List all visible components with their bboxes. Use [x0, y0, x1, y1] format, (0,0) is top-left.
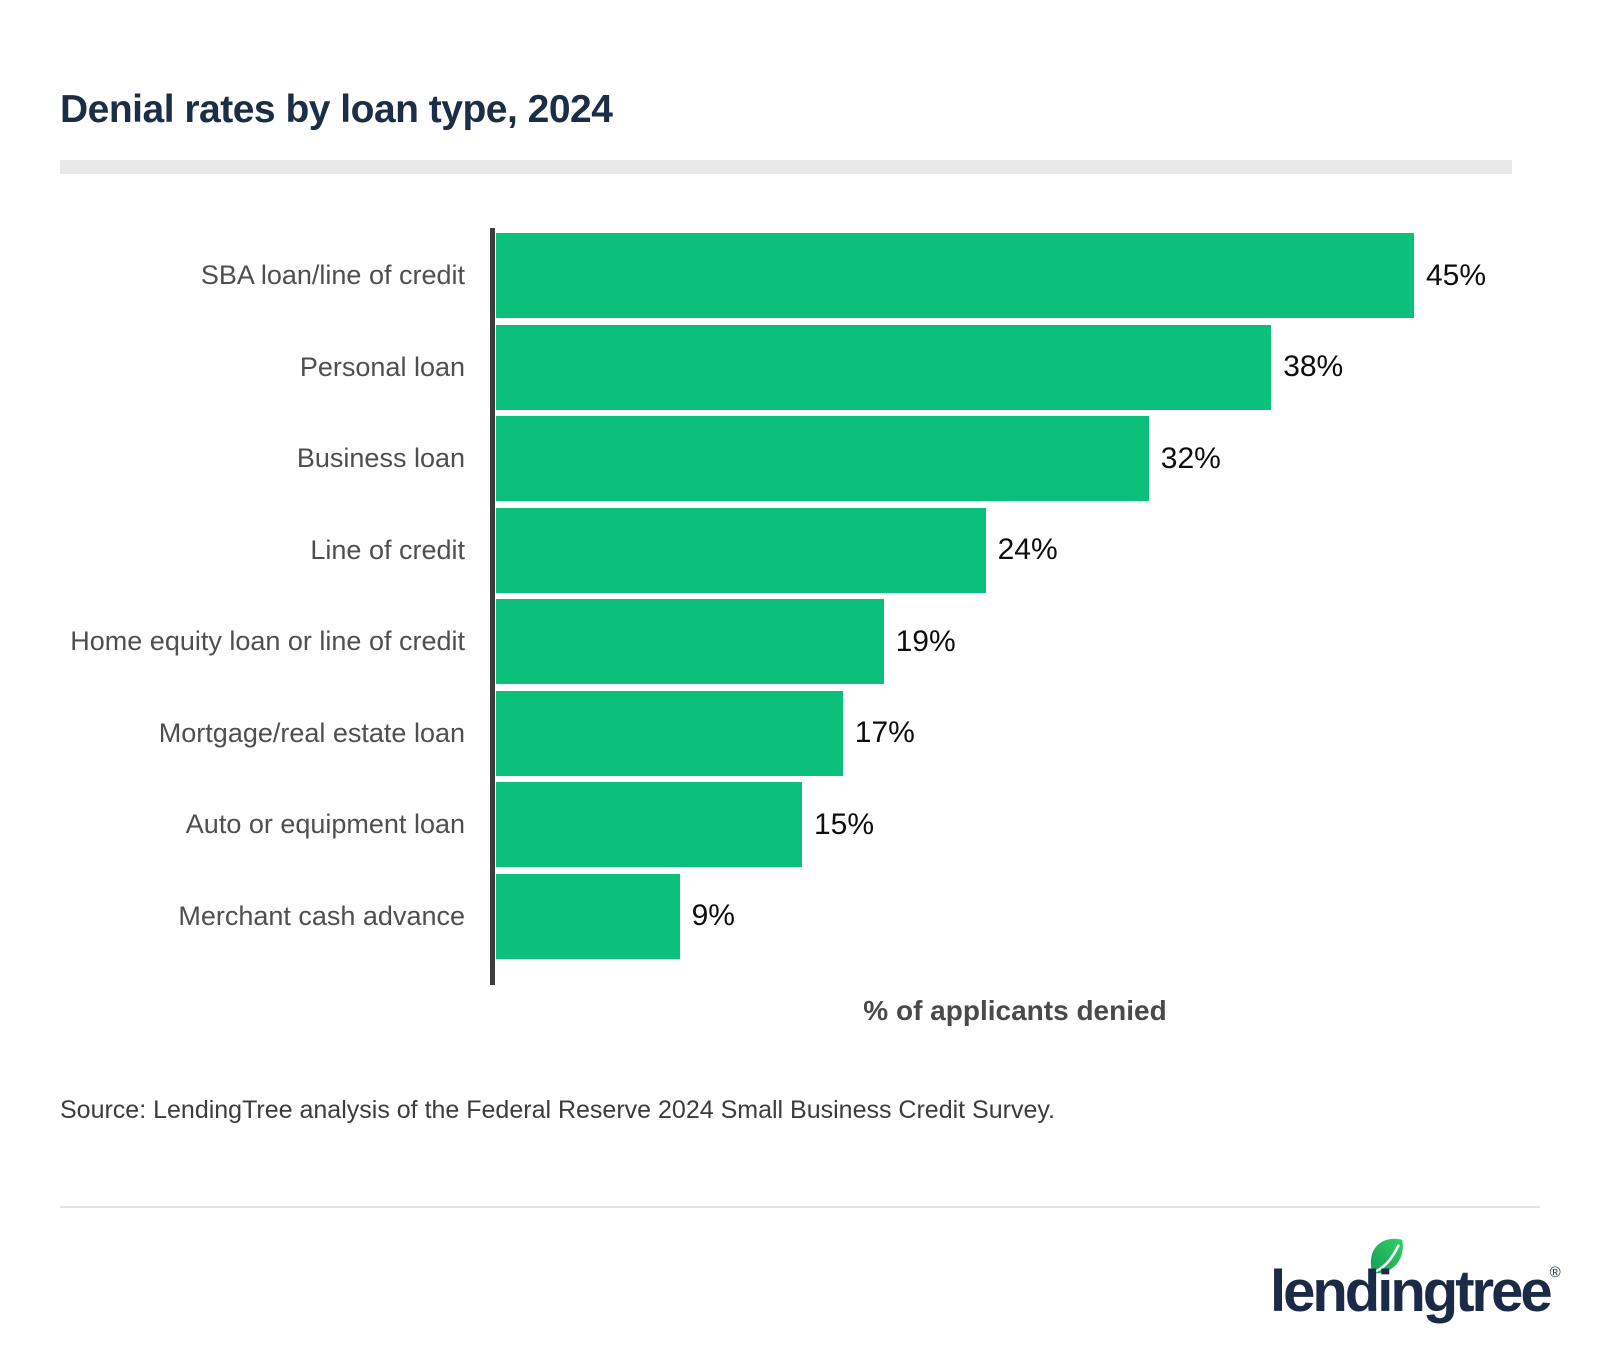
value-label: 17% — [854, 716, 915, 749]
source-note: Source: LendingTree analysis of the Fede… — [60, 1096, 1055, 1124]
value-label: 9% — [691, 899, 735, 932]
bar-track: 32% — [490, 416, 1600, 501]
y-axis-line — [490, 228, 495, 985]
bar-row: Mortgage/real estate loan 17% — [0, 690, 1600, 776]
bar — [496, 507, 986, 593]
category-label: Business loan — [296, 443, 465, 473]
bar — [496, 599, 884, 684]
footer-divider — [60, 1206, 1540, 1208]
bar — [496, 233, 1414, 318]
leaf-icon — [1370, 1238, 1403, 1274]
bar-row: Line of credit 24% — [0, 507, 1600, 593]
bar-track: 17% — [490, 690, 1600, 776]
logo-wordmark: lendingtree® — [1270, 1258, 1561, 1325]
bar-row: Home equity loan or line of credit 19% — [0, 599, 1600, 684]
category-label: Auto or equipment loan — [185, 809, 465, 839]
bar-track: 45% — [490, 233, 1600, 318]
x-axis-label: % of applicants denied — [863, 995, 1167, 1026]
bar-row: Business loan 32% — [0, 416, 1600, 501]
logo-wordmark-text: lendingtree — [1270, 1259, 1553, 1324]
bar-row: SBA loan/line of credit 45% — [0, 233, 1600, 318]
registered-trademark: ® — [1549, 1264, 1561, 1281]
category-label: Line of credit — [310, 534, 465, 565]
bar-track: 19% — [490, 599, 1600, 684]
category-label: Mortgage/real estate loan — [158, 717, 465, 748]
chart-rows: SBA loan/line of credit 45% Personal loan 3… — [0, 228, 1600, 985]
category-label: Merchant cash advance — [178, 900, 465, 931]
bar — [496, 416, 1149, 501]
category-label: Personal loan — [299, 351, 465, 382]
bar — [496, 324, 1272, 410]
bar — [496, 873, 680, 959]
bar — [496, 782, 802, 867]
category-label: SBA loan/line of credit — [200, 260, 465, 290]
value-label: 45% — [1426, 258, 1487, 292]
value-label: 19% — [895, 624, 956, 658]
value-label: 38% — [1283, 350, 1344, 383]
bar-track: 24% — [490, 507, 1600, 593]
value-label: 32% — [1160, 441, 1221, 475]
title-divider — [60, 160, 1512, 174]
category-label: Home equity loan or line of credit — [70, 626, 465, 656]
bar-track: 38% — [490, 324, 1600, 410]
bar — [496, 690, 843, 776]
bar-track: 9% — [490, 873, 1600, 959]
bar-row: Merchant cash advance 9% — [0, 873, 1600, 959]
page-title: Denial rates by loan type, 2024 — [60, 88, 613, 131]
bar-row: Auto or equipment loan 15% — [0, 782, 1600, 867]
lendingtree-logo: lendingtree® — [1240, 1234, 1561, 1334]
bar-track: 15% — [490, 782, 1600, 867]
value-label: 15% — [814, 807, 875, 841]
bar-row: Personal loan 38% — [0, 324, 1600, 410]
bar-chart: SBA loan/line of credit 45% Personal loan 3… — [0, 228, 1600, 1026]
value-label: 24% — [997, 533, 1058, 566]
